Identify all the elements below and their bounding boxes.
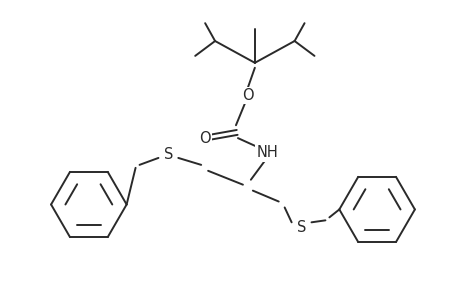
Text: O: O: [199, 130, 211, 146]
Text: O: O: [241, 88, 253, 103]
Text: S: S: [296, 220, 306, 235]
Text: S: S: [163, 148, 173, 163]
Text: NH: NH: [256, 146, 278, 160]
